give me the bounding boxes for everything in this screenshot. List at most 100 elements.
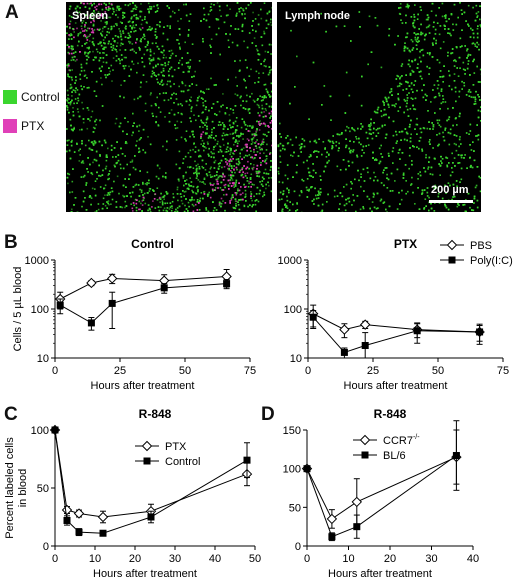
b-control-series-line-0	[59, 276, 227, 300]
d-point-square	[328, 533, 336, 541]
c-series-line-1	[54, 429, 248, 534]
b-control-x-tick-label: 0	[52, 365, 58, 377]
c-x-label: Hours after treatment	[93, 568, 197, 580]
b-ptx-legend-diamond	[446, 239, 458, 251]
panel-letter-d: D	[261, 404, 275, 425]
b-ptx-x-tick-label: 50	[432, 365, 444, 377]
b-control-point-square	[108, 299, 116, 307]
c-legend-square	[143, 457, 151, 465]
d-x-label: Hours after treatment	[328, 568, 432, 580]
chart-c: R-848 0 50 100 0 10 20 30 40 50 Hours after treatm…	[4, 407, 261, 580]
d-title: R-848	[374, 407, 407, 421]
b-ptx-point-square	[361, 341, 369, 349]
d-x-tick-label: 0	[304, 553, 310, 565]
c-point-diamond	[97, 511, 109, 523]
legend-swatch-ptx	[3, 119, 17, 133]
c-point-diamond	[61, 504, 73, 516]
c-point-square	[243, 456, 251, 464]
b-control-y-tick-label: 1000	[25, 255, 49, 267]
b-control-point-square	[160, 284, 168, 292]
chart-b-control: Control 10 100 1000 0 25 50 75 Hours after treat…	[12, 237, 256, 392]
b-ptx-y-tick-label: 100	[284, 304, 302, 316]
c-legend-diamond	[141, 440, 153, 452]
b-control-point-diamond	[86, 277, 97, 289]
d-legend-superscript: -/-	[413, 434, 420, 441]
c-point-square	[147, 513, 155, 521]
c-point-square	[63, 516, 71, 524]
b-ptx-x-label: Hours after treatment	[344, 380, 448, 392]
b-control-title: Control	[131, 237, 174, 251]
d-x-tick-label: 10	[342, 553, 354, 565]
c-point-square	[51, 426, 59, 434]
d-x-tick-label: 40	[467, 553, 479, 565]
panel-letter-a: A	[5, 2, 19, 23]
c-y-tick-label: 0	[43, 541, 49, 553]
b-ptx-series-line-0	[312, 313, 480, 333]
c-point-square	[99, 529, 107, 537]
b-ptx-point-diamond	[359, 319, 371, 330]
b-control-x-tick-label: 50	[179, 365, 191, 377]
b-control-point-square	[56, 301, 64, 309]
b-ptx-legend-label-1: Poly(I:C)	[470, 255, 513, 267]
d-point-square	[353, 523, 361, 531]
b-ptx-title: PTX	[394, 237, 417, 251]
b-ptx-x-tick-label: 25	[367, 365, 379, 377]
spleen-image	[66, 2, 272, 212]
b-ptx-point-square	[413, 327, 421, 335]
lymph-node-image	[277, 2, 481, 212]
d-point-diamond	[326, 513, 338, 525]
c-x-tick-label: 10	[89, 553, 101, 565]
c-legend-label-0: PTX	[165, 441, 187, 453]
lymph-node-label: Lymph node	[285, 10, 350, 22]
c-y-tick-label: 50	[37, 483, 49, 495]
b-ptx-point-diamond	[339, 324, 350, 335]
b-ptx-y-tick-label: 1000	[278, 255, 302, 267]
b-ptx-point-square	[340, 348, 348, 356]
chart-b-ptx: PTX 10 100 1000 0 25 50 75 Hours after treatment…	[278, 237, 513, 392]
legend-label-control: Control	[21, 90, 60, 104]
b-ptx-legend-label-0: PBS	[470, 240, 492, 252]
b-control-point-square	[87, 319, 95, 327]
c-x-tick-label: 0	[52, 553, 58, 565]
d-legend-square	[361, 451, 369, 459]
d-y-tick-label: 150	[283, 425, 301, 437]
d-point-square	[303, 465, 311, 473]
d-x-tick-label: 30	[425, 553, 437, 565]
c-x-tick-label: 20	[129, 553, 141, 565]
d-series-line-1	[306, 455, 457, 538]
b-control-point-square	[223, 280, 231, 288]
c-x-tick-label: 40	[209, 553, 221, 565]
b-ptx-x-tick-label: 0	[305, 365, 311, 377]
b-control-y-tick-label: 100	[31, 304, 49, 316]
scale-bar-label: 200 µm	[431, 184, 469, 196]
legend-swatch-control	[3, 90, 17, 104]
b-control-x-label: Hours after treatment	[91, 380, 195, 392]
c-legend-label-1: Control	[165, 456, 200, 468]
d-legend-label-1: BL/6	[383, 450, 406, 462]
b-control-x-tick-label: 75	[244, 365, 256, 377]
panel-letter-c: C	[4, 404, 18, 425]
b-ptx-series-line-1	[312, 316, 480, 353]
b-ptx-x-tick-label: 75	[497, 365, 509, 377]
b-ptx-point-square	[309, 313, 317, 321]
lymph-node-micrograph: Lymph node 200 µm	[277, 2, 481, 212]
c-y-tick-label: 100	[31, 425, 49, 437]
b-control-y-label: Cells / 5 µL blood	[12, 267, 24, 352]
c-y-label-line1: Percent labeled cells	[4, 437, 16, 539]
d-series-line-0	[306, 456, 457, 520]
d-x-tick-label: 20	[384, 553, 396, 565]
b-control-point-diamond	[106, 273, 118, 284]
c-point-square	[75, 528, 83, 536]
b-control-series-line-1	[59, 283, 227, 324]
spleen-label: Spleen	[72, 10, 109, 22]
d-legend-label-0: CCR7-/-	[383, 434, 420, 447]
spleen-micrograph: Spleen	[66, 2, 272, 212]
c-title: R-848	[139, 407, 172, 421]
legend-label-ptx: PTX	[21, 119, 45, 133]
c-y-label-line2: in blood	[17, 469, 29, 508]
chart-d: R-848 0 50 100 150 0 10 20 30 40 Hours after treat…	[283, 407, 479, 580]
b-ptx-y-tick-label: 10	[290, 353, 302, 365]
d-y-tick-label: 100	[283, 464, 301, 476]
b-control-y-tick-label: 10	[37, 353, 49, 365]
